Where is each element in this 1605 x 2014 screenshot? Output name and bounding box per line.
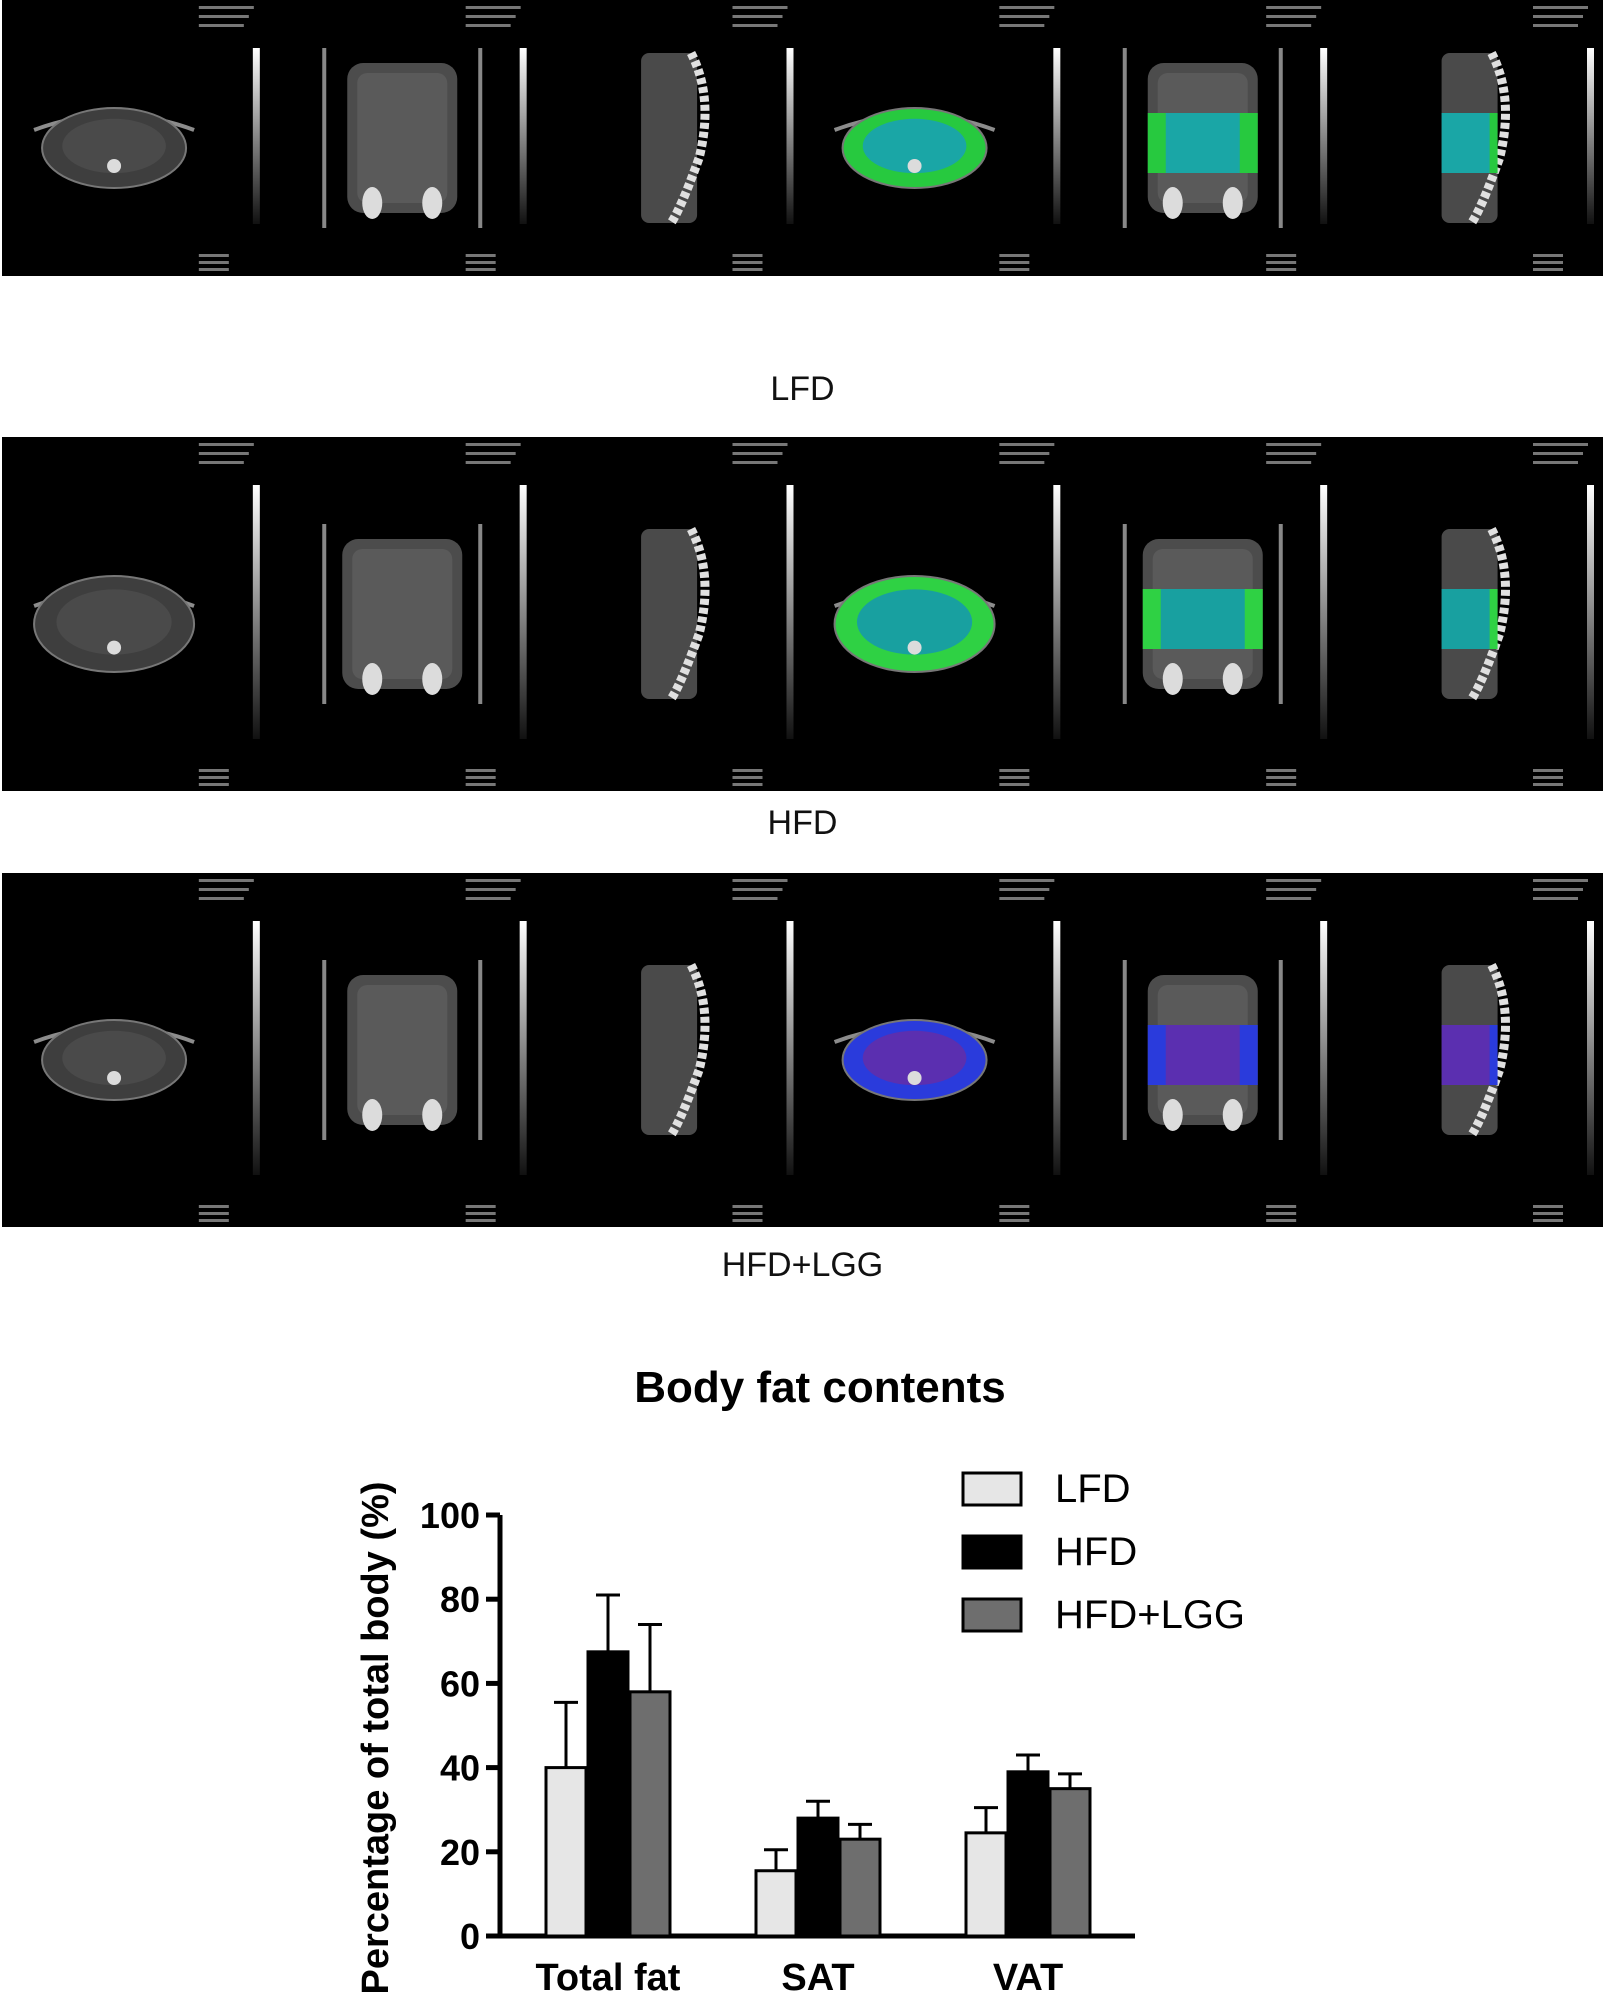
ct-panel-strip-lfd bbox=[2, 0, 1603, 276]
y-tick-label: 100 bbox=[420, 1495, 480, 1536]
ct-view-6 bbox=[1441, 879, 1594, 1222]
bar bbox=[544, 1766, 588, 1938]
ct-view-4 bbox=[833, 6, 1061, 271]
y-axis-label: Percentage of total body (%) bbox=[355, 1481, 397, 1994]
chart-bars bbox=[544, 1593, 1092, 1938]
ct-view-6 bbox=[1441, 6, 1594, 271]
ct-view-6 bbox=[1441, 443, 1594, 786]
chart-legend: LFD HFD HFD+LGG bbox=[961, 1467, 1245, 1637]
ct-view-5 bbox=[1122, 6, 1328, 271]
ct-view-3 bbox=[641, 6, 794, 271]
ct-view-5 bbox=[1122, 879, 1328, 1222]
panel-label-lfd: LFD bbox=[770, 370, 835, 408]
legend-label: HFD bbox=[1055, 1530, 1137, 1574]
y-tick-label: 80 bbox=[440, 1579, 480, 1620]
ct-view-2 bbox=[322, 443, 527, 786]
y-tick-label: 20 bbox=[440, 1832, 480, 1873]
ct-view-1 bbox=[33, 443, 260, 786]
chart-title: Body fat contents bbox=[634, 1363, 1006, 1412]
ct-view-5 bbox=[1122, 443, 1328, 786]
x-tick-label: SAT bbox=[781, 1957, 854, 1999]
bar bbox=[1006, 1770, 1050, 1938]
bar bbox=[964, 1831, 1008, 1938]
y-tick-label: 0 bbox=[460, 1916, 480, 1957]
bar bbox=[1048, 1787, 1092, 1938]
ct-view-3 bbox=[641, 443, 794, 786]
y-tick-label: 60 bbox=[440, 1663, 480, 1704]
bar bbox=[628, 1690, 672, 1938]
x-tick-label: VAT bbox=[993, 1957, 1063, 1999]
legend-swatch bbox=[961, 1534, 1023, 1570]
ct-panel-strip-hfd-lgg bbox=[2, 873, 1603, 1227]
x-tick-label: Total fat bbox=[536, 1957, 681, 1999]
bar bbox=[838, 1837, 882, 1938]
ct-view-3 bbox=[641, 879, 794, 1222]
body-fat-chart: Body fat contents Percentage of total bo… bbox=[355, 1363, 1245, 1999]
ct-panel-strip-hfd bbox=[2, 437, 1603, 791]
ct-panel-images-hfd-lgg bbox=[33, 879, 1594, 1222]
ct-view-2 bbox=[322, 879, 527, 1222]
legend-swatch bbox=[961, 1597, 1023, 1633]
legend-swatch bbox=[961, 1471, 1023, 1507]
panel-label-hfd: HFD bbox=[767, 804, 838, 842]
bar bbox=[796, 1816, 840, 1938]
ct-view-2 bbox=[322, 6, 527, 271]
bar bbox=[586, 1650, 630, 1938]
ct-panel-images-hfd bbox=[33, 443, 1594, 786]
bar bbox=[754, 1869, 798, 1938]
legend-label: HFD+LGG bbox=[1055, 1593, 1245, 1637]
ct-panel-images-lfd bbox=[33, 6, 1594, 271]
ct-view-1 bbox=[33, 879, 260, 1222]
legend-label: LFD bbox=[1055, 1467, 1131, 1511]
ct-view-4 bbox=[833, 879, 1061, 1222]
ct-view-1 bbox=[33, 6, 260, 271]
y-tick-label: 40 bbox=[440, 1748, 480, 1789]
ct-view-4 bbox=[833, 443, 1061, 786]
panel-label-hfd-lgg: HFD+LGG bbox=[721, 1246, 884, 1284]
